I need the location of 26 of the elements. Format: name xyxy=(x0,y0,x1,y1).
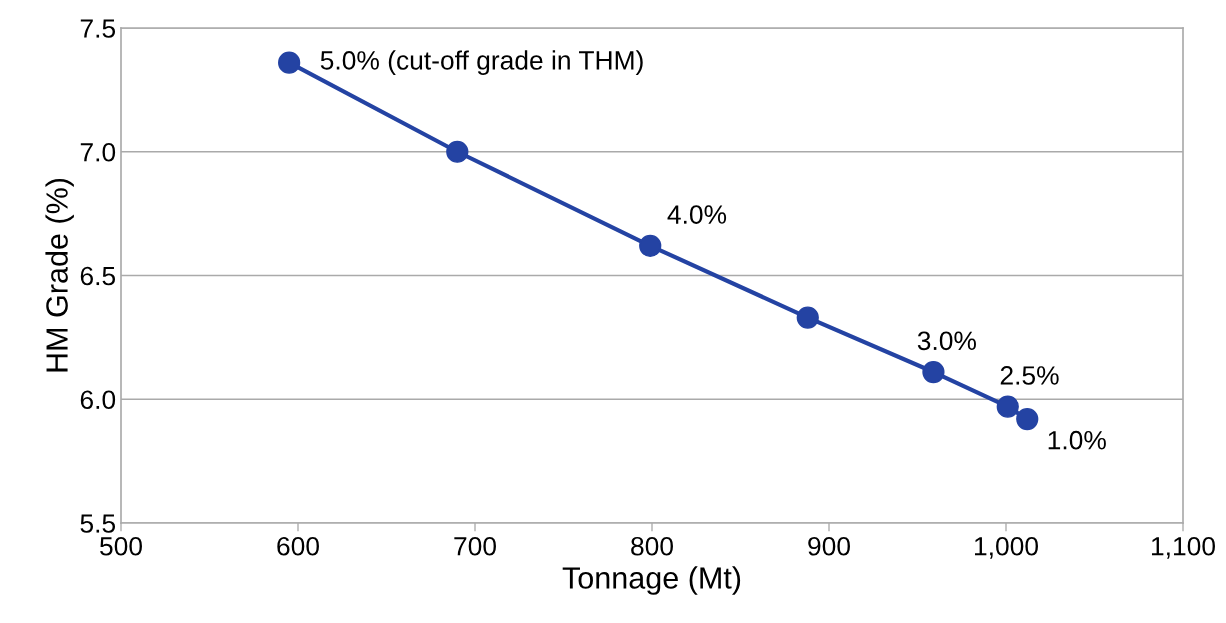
x-tick-label: 900 xyxy=(808,536,850,556)
x-axis-title: Tonnage (Mt) xyxy=(562,566,741,595)
x-tick-label: 800 xyxy=(631,536,673,556)
y-tick-label: 5.5 xyxy=(80,514,116,533)
point xyxy=(996,395,1019,418)
annotation: 5.0% (cut-off grade in THM) xyxy=(320,50,643,75)
point xyxy=(278,51,301,74)
annotation: 2.5% xyxy=(1000,366,1059,385)
x-tick-label: 1,100 xyxy=(1152,536,1215,559)
y-tick-label: 6.0 xyxy=(80,390,116,410)
x-tick-label: 700 xyxy=(454,536,496,556)
y-tick-label: 6.5 xyxy=(80,266,116,286)
y-tick-label: 7.5 xyxy=(80,19,116,38)
x-tick-label: 1,000 xyxy=(975,536,1038,559)
annotation: 3.0% xyxy=(917,331,976,351)
annotation: 1.0% xyxy=(1048,430,1106,450)
x-tick-label: 500 xyxy=(100,536,142,556)
point xyxy=(1016,407,1039,431)
point xyxy=(446,140,469,163)
x-tick-label: 600 xyxy=(277,536,319,556)
annotation: 4.0% xyxy=(667,205,727,224)
point xyxy=(639,234,662,257)
point xyxy=(922,360,945,384)
y-tick-label: 7.0 xyxy=(80,142,116,162)
y-axis-title: HM Grade (%) xyxy=(45,178,74,372)
point xyxy=(796,306,819,329)
